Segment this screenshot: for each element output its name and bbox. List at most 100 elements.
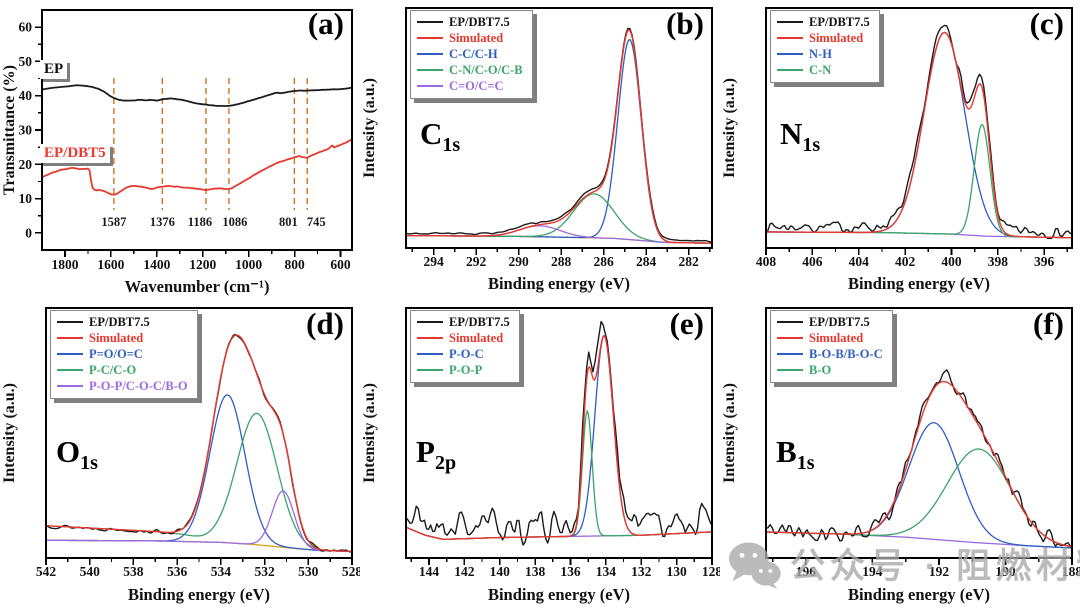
- legend-item: P-O-P: [417, 362, 510, 378]
- legend-item: C-N: [777, 62, 870, 78]
- svg-text:536: 536: [167, 564, 188, 579]
- legend-item: EP/DBT7.5: [777, 14, 870, 30]
- svg-text:Binding energy (eV): Binding energy (eV): [128, 585, 270, 604]
- chart-svg-d: 542 540 538 536 534 532 530 528 Binding energy (…: [1, 307, 360, 604]
- svg-text:Intensity (a.u.): Intensity (a.u.): [361, 383, 378, 483]
- svg-text:404: 404: [849, 254, 870, 269]
- legend-label: C-N: [809, 62, 832, 77]
- panel-letter: (e): [669, 306, 704, 341]
- element-symbol: O: [56, 434, 81, 469]
- svg-text:600: 600: [330, 257, 351, 272]
- element-subscript: 1s: [796, 452, 815, 475]
- series-tag-ep-dbt5: EP/DBT5: [40, 144, 110, 163]
- legend-item: Simulated: [777, 330, 883, 346]
- legend-line-sample: [417, 337, 443, 339]
- svg-text:Intensity (a.u.): Intensity (a.u.): [361, 78, 378, 178]
- panel-f: 196 194 192 190 188 Binding energy (eV) Intens…: [720, 300, 1080, 614]
- legend-label: Simulated: [449, 30, 504, 45]
- svg-text:138: 138: [525, 564, 546, 579]
- legend-item: Simulated: [417, 30, 523, 46]
- chart-svg-f: 196 194 192 190 188 Binding energy (eV) Intens…: [721, 307, 1080, 604]
- legend-line-sample: [777, 53, 803, 55]
- legend-line-sample: [57, 353, 83, 355]
- legend-item: EP/DBT7.5: [417, 14, 523, 30]
- svg-text:188: 188: [1062, 564, 1080, 579]
- svg-text:Wavenumber (cm⁻¹): Wavenumber (cm⁻¹): [125, 277, 270, 296]
- legend-item: EP/DBT7.5: [57, 314, 188, 330]
- element-subscript: 1s: [80, 452, 98, 475]
- legend-line-sample: [57, 369, 83, 371]
- element-subscript: 1s: [442, 134, 461, 157]
- svg-text:290: 290: [509, 254, 530, 269]
- series-tag-ep: EP: [40, 60, 68, 79]
- svg-text:Transmittance (%): Transmittance (%): [1, 65, 18, 195]
- element-label: C1s: [420, 118, 460, 155]
- legend: EP/DBT7.5 Simulated N-H C-N: [770, 10, 880, 83]
- svg-text:136: 136: [560, 564, 581, 579]
- svg-text:10: 10: [19, 191, 33, 206]
- svg-text:532: 532: [254, 564, 275, 579]
- svg-text:Binding energy (eV): Binding energy (eV): [488, 274, 630, 293]
- legend-item: EP/DBT7.5: [777, 314, 883, 330]
- svg-text:50: 50: [19, 54, 33, 69]
- legend-line-sample: [57, 321, 83, 323]
- svg-text:Binding energy (eV): Binding energy (eV): [848, 274, 990, 293]
- legend: EP/DBT7.5 Simulated P=O/O=C P-C/C-O P-O-P/C-…: [50, 310, 198, 399]
- legend-line-sample: [417, 21, 443, 23]
- svg-text:396: 396: [1034, 254, 1055, 269]
- element-symbol: B: [776, 434, 797, 469]
- legend-label: C-C/C-H: [449, 46, 498, 61]
- element-subscript: 1s: [802, 134, 821, 157]
- element-label: O1s: [56, 436, 98, 473]
- svg-text:1186: 1186: [188, 215, 212, 229]
- panel-letter: (a): [307, 6, 344, 41]
- legend-label: P-O-P/C-O-C/B-O: [89, 378, 188, 393]
- svg-text:530: 530: [298, 564, 319, 579]
- legend-item: Simulated: [777, 30, 870, 46]
- element-symbol: C: [420, 116, 443, 151]
- svg-text:Binding energy (eV): Binding energy (eV): [488, 585, 630, 604]
- legend-label: Simulated: [809, 30, 864, 45]
- svg-text:542: 542: [36, 564, 57, 579]
- svg-text:800: 800: [284, 257, 305, 272]
- chart-svg-e: 144 142 140 138 136 134 132 130 128 Binding energ…: [361, 307, 720, 604]
- panel-d: 542 540 538 536 534 532 530 528 Binding energy (…: [0, 300, 360, 614]
- legend-label: EP/DBT7.5: [809, 314, 870, 329]
- legend-item: C-N/C-O/C-B: [417, 62, 523, 78]
- svg-text:134: 134: [596, 564, 617, 579]
- legend-line-sample: [777, 337, 803, 339]
- panel-e: 144 142 140 138 136 134 132 130 128 Binding energ…: [360, 300, 720, 614]
- legend-label: C-N/C-O/C-B: [449, 62, 523, 77]
- legend: EP/DBT7.5 Simulated P-O-C P-O-P: [410, 310, 520, 383]
- legend-label: Simulated: [809, 330, 864, 345]
- svg-text:190: 190: [995, 564, 1016, 579]
- legend-label: P-C/C-O: [89, 362, 137, 377]
- legend-line-sample: [417, 85, 443, 87]
- svg-text:528: 528: [342, 564, 360, 579]
- element-label: P2p: [416, 436, 456, 473]
- legend-item: C-C/C-H: [417, 46, 523, 62]
- legend-label: EP/DBT7.5: [89, 314, 150, 329]
- svg-text:1400: 1400: [143, 257, 170, 272]
- legend-label: Simulated: [89, 330, 144, 345]
- svg-text:Intensity (a.u.): Intensity (a.u.): [721, 78, 738, 178]
- svg-text:398: 398: [988, 254, 1009, 269]
- svg-text:144: 144: [419, 564, 440, 579]
- svg-text:1376: 1376: [150, 215, 175, 229]
- svg-text:294: 294: [424, 254, 445, 269]
- legend-label: B-O: [809, 362, 832, 377]
- legend-item: P-O-P/C-O-C/B-O: [57, 378, 188, 394]
- legend-line-sample: [777, 321, 803, 323]
- legend-item: C=O/C=C: [417, 78, 523, 94]
- legend-line-sample: [777, 353, 803, 355]
- svg-text:40: 40: [19, 88, 33, 103]
- chart-svg-b: 294 292 290 288 286 284 282 Binding energy (eV)…: [361, 7, 713, 293]
- legend-item: B-O-B/B-O-C: [777, 346, 883, 362]
- chart-svg-a: 1587 1376 1186 1086 801 745 1800 1600 1400 1200 10…: [1, 9, 353, 296]
- svg-text:196: 196: [796, 564, 817, 579]
- svg-text:1200: 1200: [189, 257, 216, 272]
- svg-text:745: 745: [307, 215, 326, 229]
- svg-text:540: 540: [80, 564, 101, 579]
- legend-line-sample: [777, 69, 803, 71]
- svg-text:1600: 1600: [97, 257, 124, 272]
